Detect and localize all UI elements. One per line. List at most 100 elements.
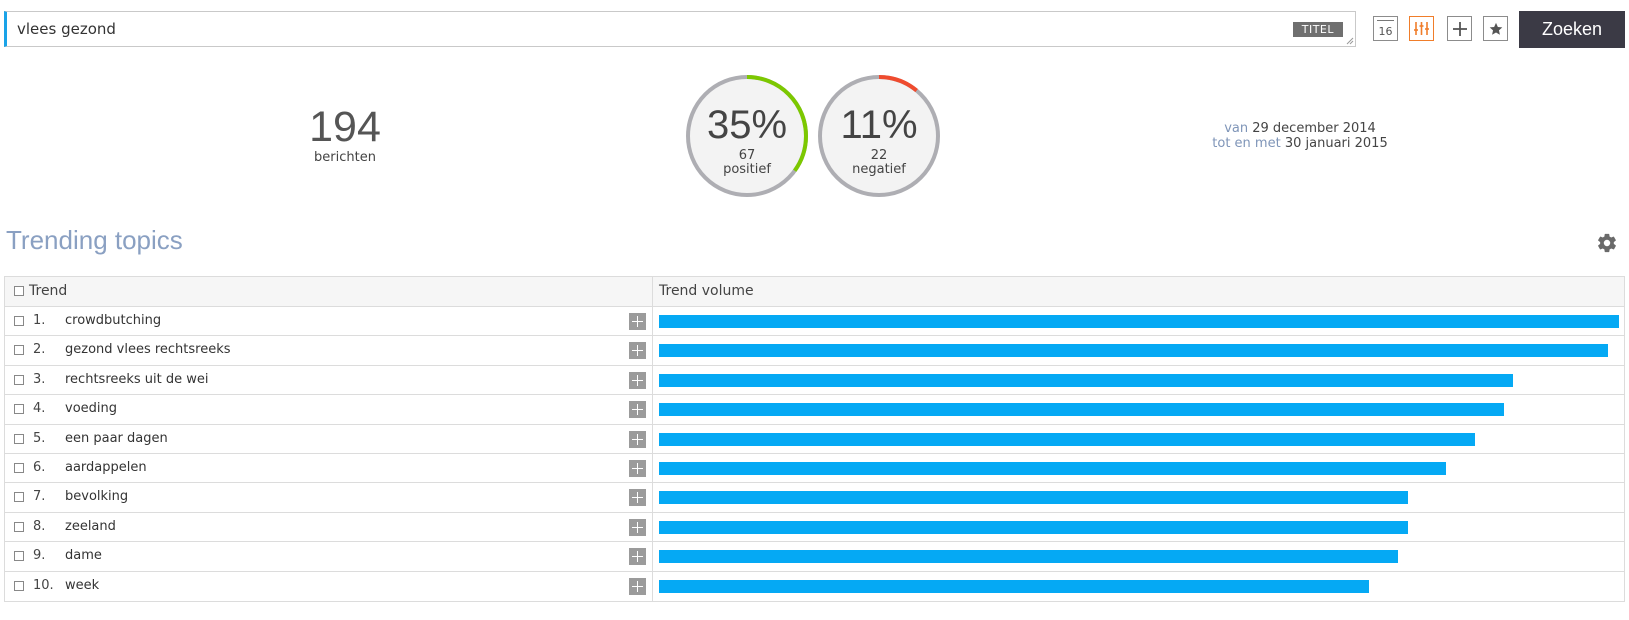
cell-volume (653, 366, 1624, 394)
star-icon (1489, 22, 1502, 35)
table-header: Trend Trend volume (5, 277, 1624, 307)
trend-name[interactable]: voeding (65, 401, 117, 417)
calendar-button[interactable]: 16 (1373, 16, 1398, 41)
favorite-button[interactable] (1483, 16, 1508, 41)
trend-name[interactable]: zeeland (65, 518, 116, 534)
cell-trend: 9. dame (5, 542, 653, 571)
filter-button[interactable] (1409, 16, 1434, 41)
row-number: 8. (33, 518, 46, 534)
negative-count: 22 (870, 148, 888, 163)
cell-volume (653, 336, 1624, 364)
table-row: 1. crowdbutching (5, 307, 1624, 337)
add-trend-icon[interactable] (629, 548, 646, 566)
trend-name[interactable]: crowdbutching (65, 313, 162, 328)
add-trend-icon[interactable] (629, 518, 646, 536)
row-number: 1. (33, 313, 46, 328)
search-input[interactable] (17, 12, 1217, 46)
cell-trend: 3. rechtsreeks uit de wei (5, 365, 653, 395)
negative-gauge: 11% 22 negatief (816, 73, 942, 199)
volume-bar (659, 550, 1398, 564)
gear-icon[interactable] (1596, 232, 1618, 254)
volume-bar (659, 373, 1513, 387)
trend-name[interactable]: dame (65, 548, 102, 564)
cell-volume (653, 483, 1624, 511)
date-range: van 29 december 2014 tot en met 30 janua… (1150, 121, 1450, 151)
row-number: 6. (33, 459, 46, 475)
column-volume-label: Trend volume (659, 283, 754, 299)
add-trend-icon[interactable] (629, 313, 646, 330)
table-row: 3. rechtsreeks uit de wei (5, 365, 1624, 396)
cell-volume (653, 513, 1624, 541)
table-body: 1. crowdbutching 2. gezond vlees rechtsreek… (5, 307, 1624, 601)
search-button[interactable]: Zoeken (1519, 11, 1625, 48)
plus-icon (1452, 21, 1467, 36)
table-row: 6. aardappelen (5, 453, 1624, 484)
cell-volume (653, 542, 1624, 570)
volume-bar (659, 520, 1408, 534)
volume-bar (659, 403, 1504, 417)
row-number: 2. (33, 342, 46, 358)
row-number: 10. (33, 577, 54, 593)
row-checkbox[interactable] (14, 374, 24, 385)
date-to: 30 januari 2015 (1284, 136, 1388, 151)
cell-trend: 10. week (5, 571, 653, 601)
table-row: 8. zeeland (5, 512, 1624, 543)
positive-label: positief (723, 162, 771, 177)
cell-volume (653, 454, 1624, 482)
select-all-checkbox[interactable] (14, 286, 24, 296)
cell-trend: 4. voeding (5, 395, 653, 424)
row-checkbox[interactable] (14, 404, 24, 415)
add-button[interactable] (1447, 16, 1472, 41)
sliders-icon (1414, 22, 1429, 35)
add-trend-icon[interactable] (629, 401, 646, 419)
trend-name[interactable]: aardappelen (65, 459, 147, 475)
section-title: Trending topics (6, 225, 183, 255)
cell-trend: 6. aardappelen (5, 453, 653, 483)
resize-grip-icon[interactable] (1346, 37, 1354, 45)
row-checkbox[interactable] (14, 521, 24, 532)
add-trend-icon[interactable] (629, 459, 646, 477)
date-from: 29 december 2014 (1252, 121, 1376, 136)
titel-tag[interactable]: TITEL (1292, 22, 1343, 37)
trend-name[interactable]: een paar dagen (65, 430, 168, 446)
message-count: 194 berichten (300, 103, 390, 165)
volume-bar (659, 315, 1619, 328)
row-checkbox[interactable] (14, 462, 24, 473)
row-checkbox[interactable] (14, 316, 24, 326)
volume-bar (659, 344, 1608, 358)
negative-gauge-ring (818, 75, 940, 197)
add-trend-icon[interactable] (629, 489, 646, 507)
row-checkbox[interactable] (14, 580, 24, 591)
calendar-icon (1377, 20, 1394, 21)
table-row: 2. gezond vlees rechtsreeks (5, 336, 1624, 366)
positive-gauge: 35% 67 positief (684, 73, 810, 199)
volume-bar (659, 461, 1446, 475)
trend-name[interactable]: gezond vlees rechtsreeks (65, 342, 231, 358)
row-checkbox[interactable] (14, 433, 24, 444)
add-trend-icon[interactable] (629, 577, 646, 595)
table-row: 9. dame (5, 542, 1624, 572)
trend-name[interactable]: week (65, 577, 100, 593)
cell-trend: 5. een paar dagen (5, 424, 653, 453)
row-checkbox[interactable] (14, 492, 24, 503)
count-value: 194 (309, 103, 381, 151)
table-row: 7. bevolking (5, 483, 1624, 513)
search-box[interactable]: TITEL (4, 11, 1356, 47)
add-trend-icon[interactable] (629, 371, 646, 389)
table-row: 10. week (5, 571, 1624, 601)
row-checkbox[interactable] (14, 551, 24, 562)
volume-bar (659, 579, 1369, 593)
positive-gauge-ring (686, 75, 808, 197)
row-checkbox[interactable] (14, 345, 24, 356)
row-number: 4. (33, 401, 46, 417)
volume-bar (659, 432, 1475, 446)
trend-name[interactable]: bevolking (65, 489, 129, 505)
trend-name[interactable]: rechtsreeks uit de wei (65, 371, 209, 387)
column-trend: Trend (5, 277, 653, 306)
date-from-key: van (1224, 121, 1249, 136)
date-to-key: tot en met (1212, 136, 1281, 151)
cell-trend: 1. crowdbutching (5, 307, 653, 336)
cell-volume (653, 395, 1624, 423)
add-trend-icon[interactable] (629, 430, 646, 448)
add-trend-icon[interactable] (629, 342, 646, 360)
